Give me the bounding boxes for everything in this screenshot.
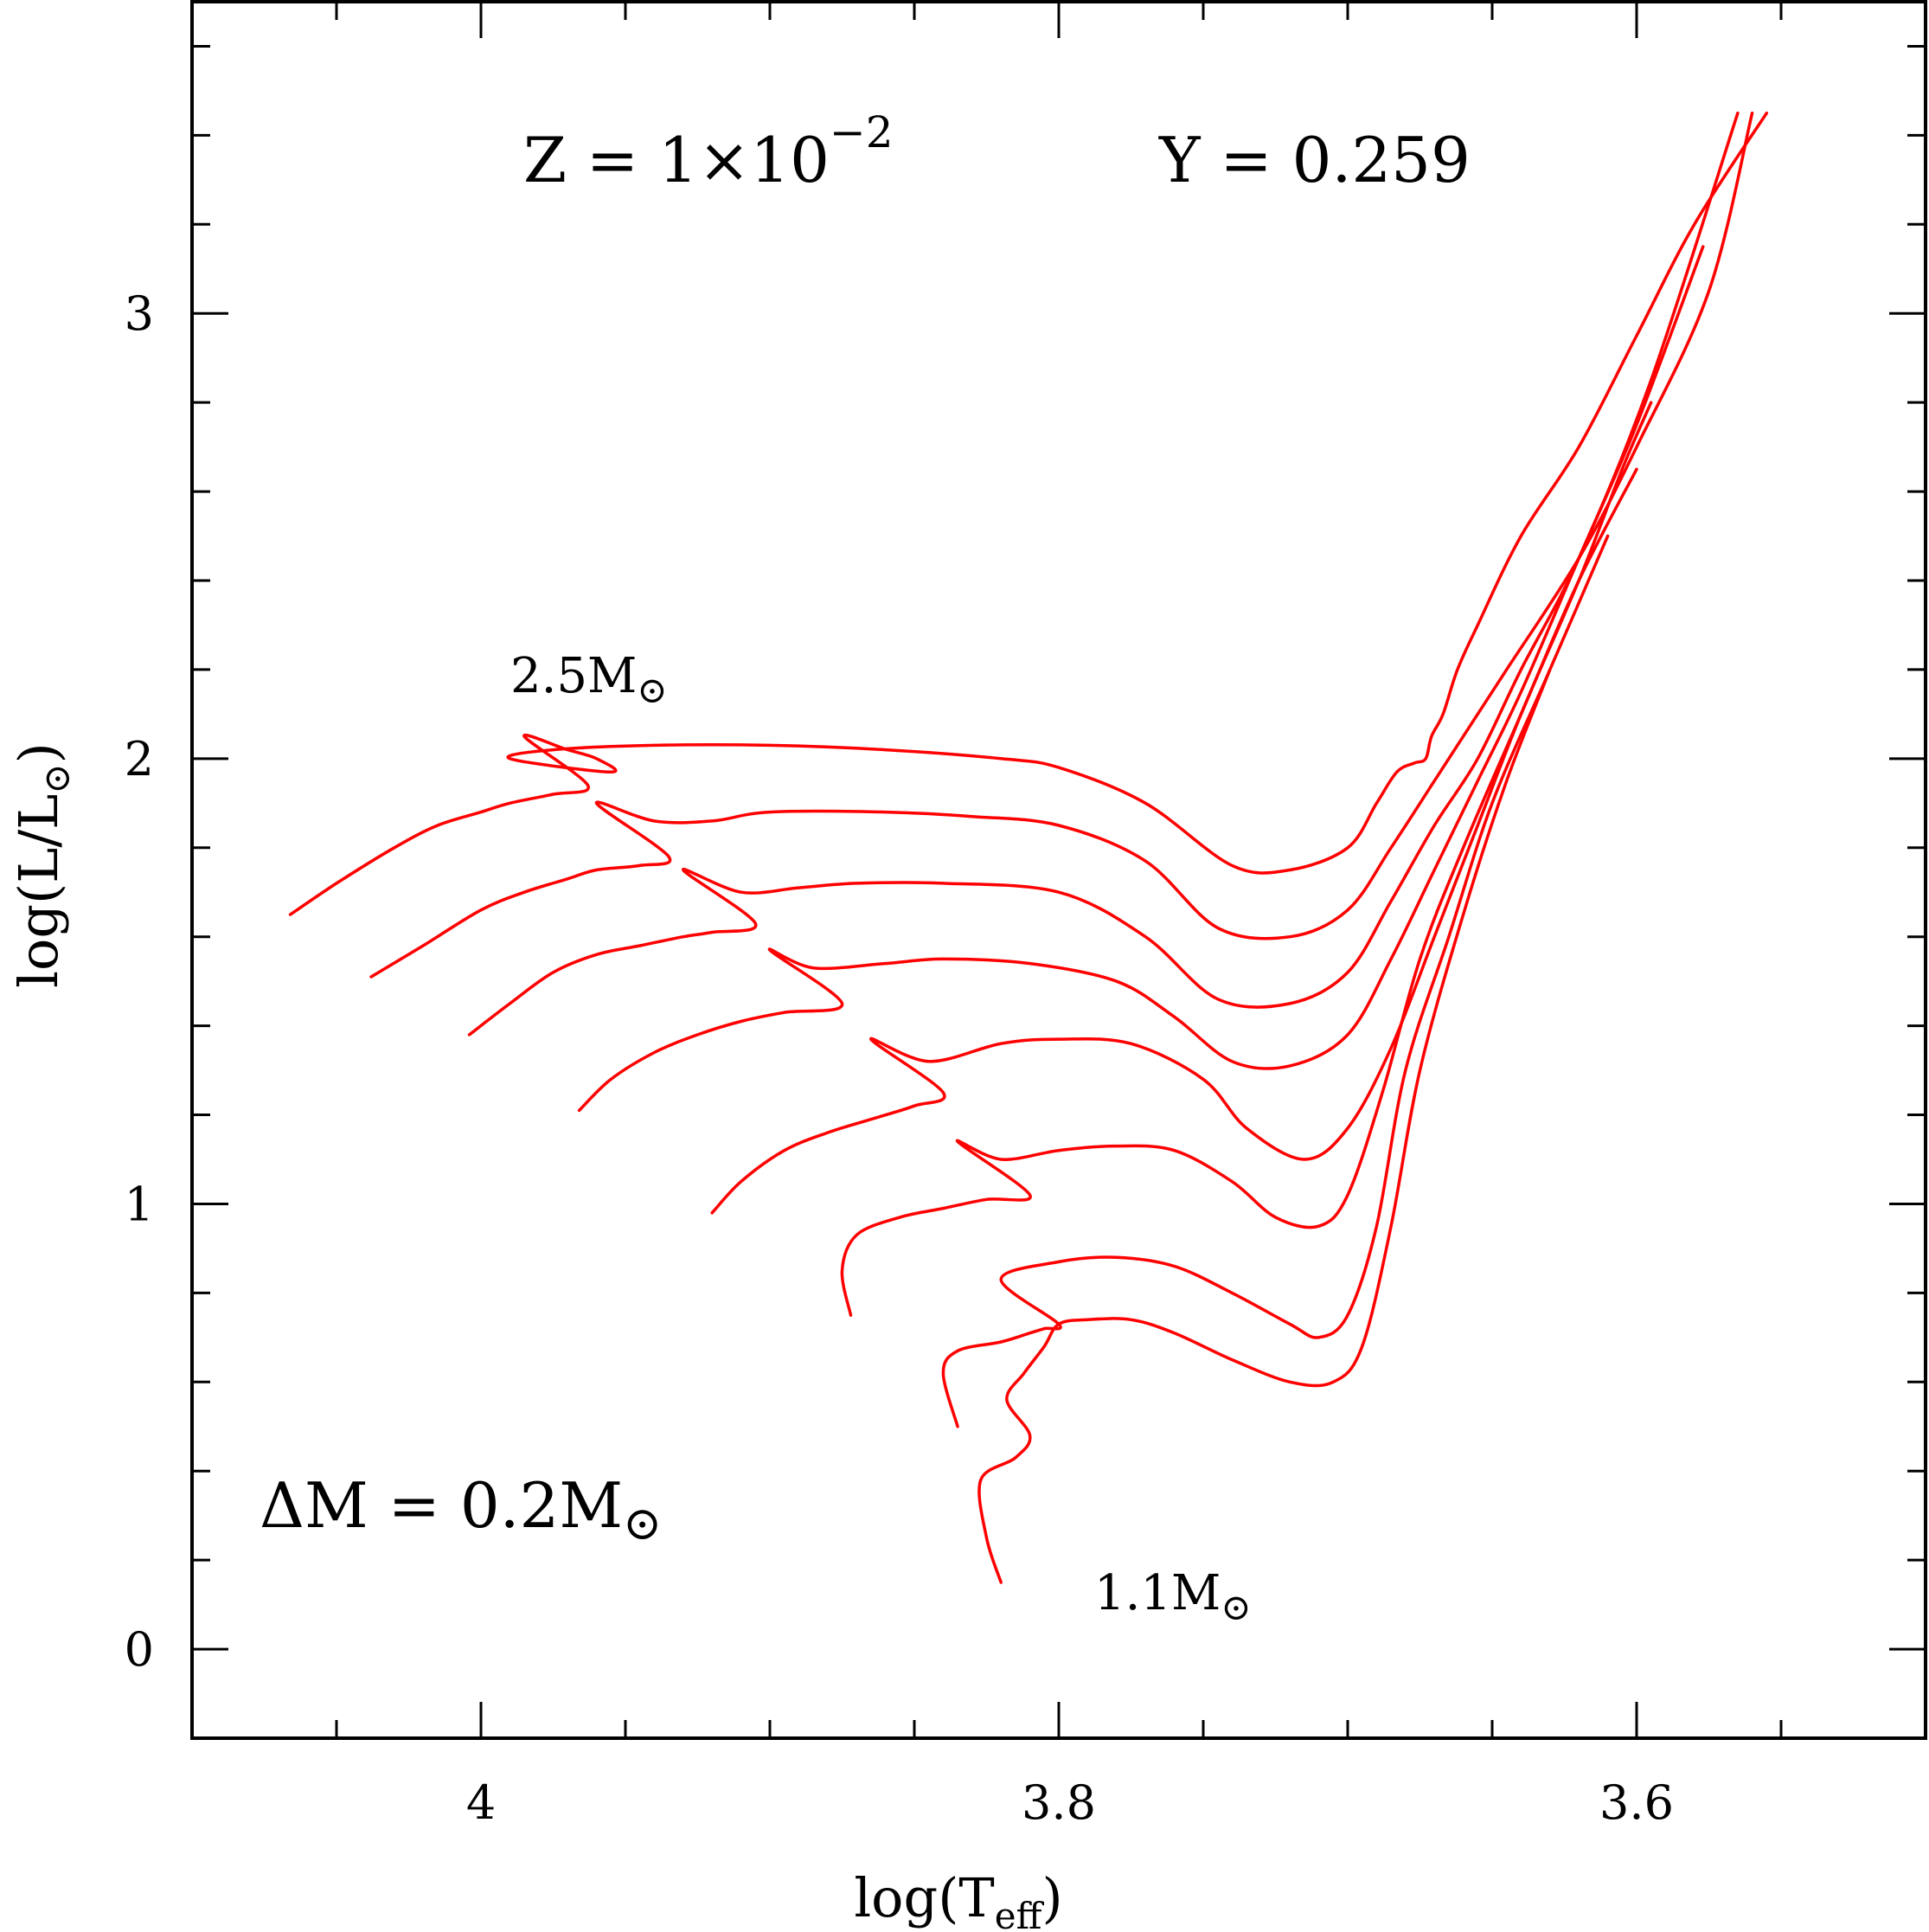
axis-ticks <box>192 2 1926 1738</box>
axis-tick-labels: 4 3.8 3.6 0 1 2 3 <box>125 286 1674 1830</box>
x-axis-label: log(Teff) <box>854 1866 1062 1932</box>
x-tick-label: 3.8 <box>1022 1775 1096 1830</box>
y-tick-label: 2 <box>125 732 154 786</box>
track-1.7-msun <box>710 401 1653 1215</box>
x-tick-label: 4 <box>466 1775 496 1830</box>
helium-annotation: Y = 0.259 <box>1158 124 1471 196</box>
mass-step-annotation: ΔM = 0.2M⊙ <box>260 1469 662 1550</box>
x-tick-label: 3.6 <box>1599 1775 1674 1830</box>
track-1.1-msun <box>977 668 1552 1584</box>
y-axis-label: log(L/L⊙) <box>7 742 78 988</box>
track-1.9-msun <box>577 245 1705 1113</box>
y-tick-label: 1 <box>125 1177 154 1231</box>
track-2.3-msun <box>369 111 1754 979</box>
track-1.5-msun <box>840 467 1638 1317</box>
track-1.3-msun <box>941 534 1610 1428</box>
y-tick-label: 0 <box>125 1622 154 1677</box>
bottom-mass-label: 1.1M⊙ <box>1094 1565 1252 1628</box>
y-tick-label: 3 <box>125 286 154 341</box>
top-mass-label: 2.5M⊙ <box>510 648 668 711</box>
evolutionary-tracks <box>288 111 1769 1584</box>
track-2.1-msun <box>467 111 1740 1037</box>
metallicity-annotation: Z = 1×10−2 <box>523 107 894 196</box>
track-2.5-msun <box>288 111 1769 916</box>
